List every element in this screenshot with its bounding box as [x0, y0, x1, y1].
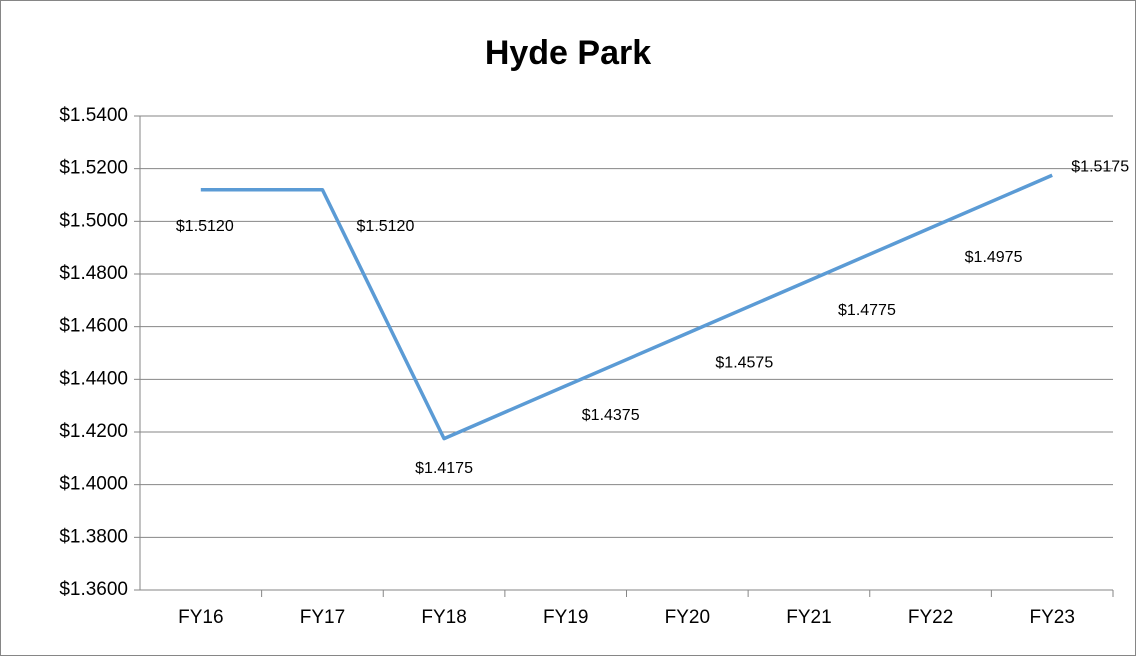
y-tick-label: $1.5000	[59, 210, 128, 231]
value-label: $1.4775	[838, 302, 896, 319]
x-tick-label: FY18	[421, 607, 466, 628]
x-tick-label: FY19	[543, 607, 588, 628]
y-tick-label: $1.4200	[59, 421, 128, 442]
chart-title: Hyde Park	[485, 34, 651, 72]
value-label: $1.4975	[965, 249, 1023, 266]
y-tick-label: $1.3800	[59, 526, 128, 547]
x-tick-label: FY20	[665, 607, 710, 628]
line	[200, 173, 1053, 441]
value-label: $1.4375	[582, 407, 640, 424]
y-tick-label: $1.4000	[59, 474, 128, 495]
y-tick-label: $1.5400	[59, 105, 128, 126]
y-tick-label: $1.3600	[59, 579, 128, 600]
value-label: $1.4575	[715, 354, 773, 371]
x-tick-label: FY23	[1029, 607, 1074, 628]
y-tick-label: $1.4600	[59, 316, 128, 337]
value-label: $1.5120	[176, 218, 234, 235]
x-tick-label: FY22	[908, 607, 953, 628]
x-tick-label: FY21	[786, 607, 831, 628]
y-tick-label: $1.5200	[59, 158, 128, 179]
x-tick-label: FY17	[300, 607, 345, 628]
value-label: $1.5175	[1071, 158, 1129, 175]
x-tick-label: FY16	[178, 607, 223, 628]
y-tick-label: $1.4800	[59, 263, 128, 284]
y-tick-label: $1.4400	[59, 368, 128, 389]
value-label: $1.5120	[357, 218, 415, 235]
value-label: $1.4175	[415, 460, 473, 477]
